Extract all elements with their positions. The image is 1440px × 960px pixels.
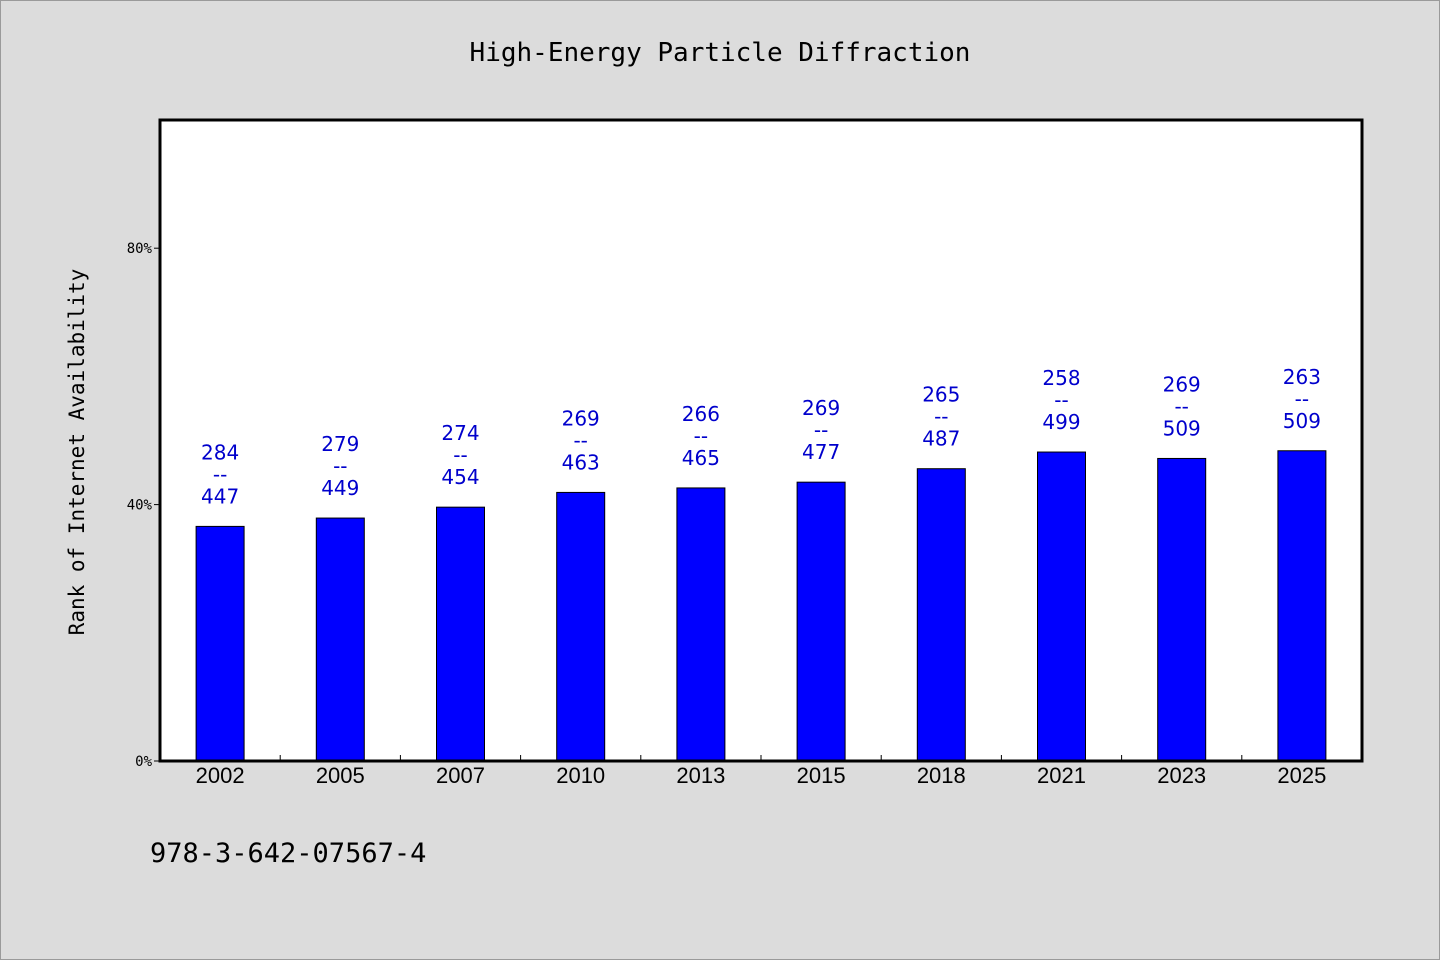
data-label-bottom: 449: [321, 476, 359, 500]
data-label-separator: --: [573, 428, 587, 452]
data-label-bottom: 463: [562, 450, 600, 474]
data-label-2021: 258--499: [1042, 366, 1080, 434]
bar-2015: [796, 481, 846, 762]
bar-2025: [1277, 450, 1327, 762]
data-label-top: 284: [201, 440, 239, 464]
data-label-separator: --: [1054, 388, 1068, 412]
data-label-top: 265: [922, 383, 960, 407]
data-label-separator: --: [453, 443, 467, 467]
axes-group: 2002 2005 2007 2010 2013 2015 2018 2021 2023 2025…: [127, 241, 1327, 788]
x-tick-label: 2013: [676, 763, 725, 788]
y-axis-label: Rank of Internet Availability: [65, 269, 89, 636]
data-label-2013: 266--465: [682, 402, 720, 470]
data-label-bottom: 477: [802, 440, 840, 464]
x-tick-label: 2010: [556, 763, 605, 788]
data-label-2023: 269--509: [1163, 372, 1201, 440]
data-label-separator: --: [694, 424, 708, 448]
data-label-separator: --: [814, 418, 828, 442]
x-tick-label: 2025: [1277, 763, 1326, 788]
data-label-top: 269: [802, 396, 840, 420]
data-label-2007: 274--454: [441, 421, 479, 489]
data-labels-group: 284--447279--449274--454269--463266--465…: [201, 365, 1321, 509]
data-label-separator: --: [1174, 394, 1188, 418]
data-label-2010: 269--463: [562, 406, 600, 474]
x-tick-label: 2018: [917, 763, 966, 788]
data-label-2015: 269--477: [802, 396, 840, 464]
data-label-separator: --: [1295, 387, 1309, 411]
data-label-separator: --: [934, 405, 948, 429]
data-label-bottom: 487: [922, 427, 960, 451]
data-label-top: 263: [1283, 365, 1321, 389]
data-label-top: 274: [441, 421, 479, 445]
bar-2010: [556, 491, 606, 762]
bar-2013: [676, 487, 726, 762]
data-label-bottom: 509: [1283, 409, 1321, 433]
footnote: 978-3-642-07567-4: [150, 838, 426, 869]
data-label-top: 258: [1042, 366, 1080, 390]
chart-title: High-Energy Particle Diffraction: [470, 38, 971, 68]
data-label-top: 266: [682, 402, 720, 426]
data-label-separator: --: [333, 454, 347, 478]
data-label-top: 269: [562, 406, 600, 430]
data-label-bottom: 509: [1163, 416, 1201, 440]
bar-2023: [1157, 457, 1207, 762]
data-label-2005: 279--449: [321, 432, 359, 500]
data-label-bottom: 447: [201, 484, 239, 508]
data-label-top: 269: [1163, 372, 1201, 396]
x-tick-label: 2007: [436, 763, 485, 788]
y-tick-label: 80%: [127, 241, 153, 257]
bar-2007: [436, 506, 485, 762]
data-label-top: 279: [321, 432, 359, 456]
data-label-2002: 284--447: [201, 440, 239, 508]
bars-group: [195, 450, 1327, 762]
data-label-2018: 265--487: [922, 383, 960, 451]
data-label-bottom: 499: [1042, 410, 1080, 434]
bar-2002: [195, 525, 245, 762]
bar-2018: [916, 468, 966, 762]
plot-border: [158, 118, 1364, 763]
x-tick-label: 2005: [316, 763, 365, 788]
x-tick-label: 2023: [1157, 763, 1206, 788]
data-label-2025: 263--509: [1283, 365, 1321, 433]
y-tick-label: 40%: [127, 498, 153, 514]
x-tick-label: 2021: [1037, 763, 1086, 788]
y-tick-label: 0%: [135, 754, 152, 770]
bar-2005: [315, 517, 365, 762]
x-tick-label: 2002: [196, 763, 245, 788]
data-label-separator: --: [213, 462, 227, 486]
x-tick-label: 2015: [797, 763, 846, 788]
bar-2021: [1037, 451, 1086, 762]
data-label-bottom: 454: [441, 465, 479, 489]
data-label-bottom: 465: [682, 446, 720, 470]
